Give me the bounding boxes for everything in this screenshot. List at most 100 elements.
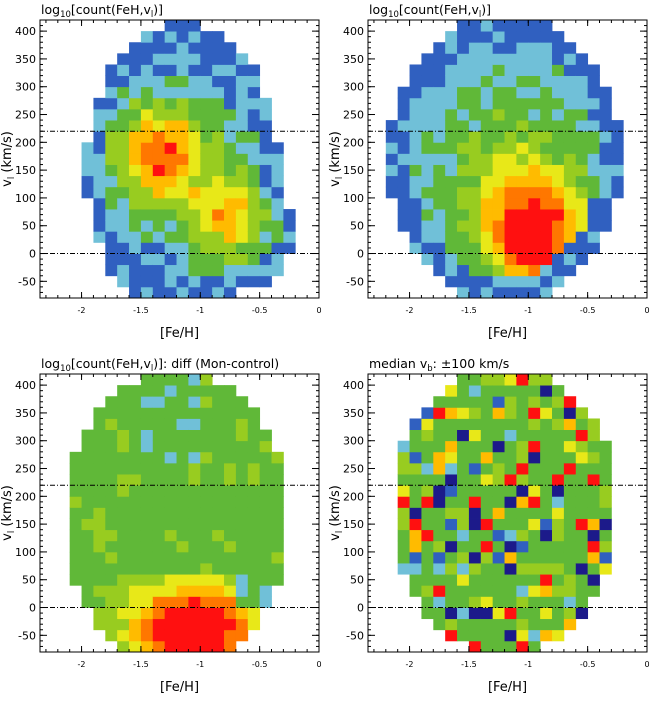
heatmap-cell bbox=[492, 97, 505, 110]
heatmap-cell bbox=[283, 220, 296, 232]
heatmap-cell bbox=[235, 429, 249, 442]
heatmap-cell bbox=[528, 53, 541, 65]
heatmap-cell bbox=[164, 20, 177, 32]
heatmap-cell bbox=[516, 574, 529, 586]
heatmap-cell bbox=[212, 186, 225, 199]
heatmap-cell bbox=[235, 97, 249, 110]
heatmap-cell bbox=[599, 518, 612, 531]
heatmap-cell bbox=[247, 440, 261, 453]
heatmap-cell bbox=[105, 529, 118, 542]
heatmap-cell bbox=[235, 153, 249, 165]
heatmap-cell bbox=[247, 75, 261, 88]
heatmap-cell bbox=[200, 209, 213, 221]
heatmap-cell bbox=[140, 440, 154, 453]
heatmap-cell bbox=[129, 253, 142, 266]
heatmap-cell bbox=[152, 31, 166, 43]
heatmap-cell bbox=[224, 629, 237, 642]
heatmap-cell bbox=[599, 197, 612, 210]
heatmap-cell bbox=[480, 485, 494, 497]
heatmap-cell bbox=[445, 64, 458, 76]
heatmap-cell bbox=[504, 64, 517, 76]
heatmap-cell bbox=[433, 507, 446, 519]
heatmap-cell bbox=[235, 131, 249, 143]
heatmap-cell bbox=[480, 418, 494, 430]
heatmap-cell bbox=[492, 563, 505, 575]
heatmap-cell bbox=[212, 396, 225, 408]
heatmap-cell bbox=[117, 97, 130, 110]
heatmap-cell bbox=[152, 429, 166, 442]
heatmap-cell bbox=[492, 86, 505, 99]
heatmap-cell bbox=[433, 242, 446, 254]
heatmap-cell bbox=[587, 518, 600, 531]
chart-title: log10[count(FeH,vl)]: diff (Mon-control) bbox=[41, 356, 279, 374]
heatmap-cell bbox=[81, 474, 94, 486]
y-tick-label: -50 bbox=[346, 629, 364, 642]
heatmap-cell bbox=[504, 507, 517, 519]
heatmap-cell bbox=[129, 507, 142, 519]
heatmap-cell bbox=[259, 596, 272, 608]
heatmap-cell bbox=[235, 108, 249, 121]
heatmap-cell bbox=[457, 120, 470, 132]
heatmap-cell bbox=[528, 75, 541, 88]
heatmap-cell bbox=[283, 242, 296, 254]
heatmap-cell bbox=[528, 264, 541, 277]
heatmap-cell bbox=[176, 75, 189, 88]
heatmap-cell bbox=[105, 264, 118, 277]
heatmap-cell bbox=[105, 440, 118, 453]
heatmap-cell bbox=[563, 108, 577, 121]
heatmap-cell bbox=[140, 264, 154, 277]
heatmap-cell bbox=[563, 75, 577, 88]
heatmap-cell bbox=[176, 275, 189, 288]
heatmap-cell bbox=[433, 574, 446, 586]
heatmap-cell bbox=[468, 231, 482, 243]
heatmap-cell bbox=[140, 585, 154, 597]
heatmap-cell bbox=[563, 563, 577, 575]
heatmap-cell bbox=[176, 142, 189, 154]
heatmap-cell bbox=[140, 153, 154, 165]
heatmap-cell bbox=[433, 496, 446, 508]
heatmap-cell bbox=[480, 253, 494, 266]
heatmap-cell bbox=[105, 120, 118, 132]
heatmap-cell bbox=[152, 131, 166, 143]
heatmap-cell bbox=[397, 153, 410, 165]
heatmap-cell bbox=[421, 596, 434, 608]
heatmap-cell bbox=[93, 418, 106, 430]
heatmap-cell bbox=[516, 131, 529, 143]
y-tick-label: 100 bbox=[15, 192, 36, 205]
heatmap-cell bbox=[516, 596, 529, 608]
heatmap-cell bbox=[140, 596, 154, 608]
heatmap-cell bbox=[164, 31, 177, 43]
heatmap-cell bbox=[528, 97, 541, 110]
heatmap-cell bbox=[69, 540, 82, 553]
heatmap-cell bbox=[247, 529, 261, 542]
heatmap-cell bbox=[176, 607, 189, 620]
heatmap-cell bbox=[504, 20, 517, 32]
heatmap-cell bbox=[188, 42, 201, 54]
heatmap-cell bbox=[152, 551, 166, 564]
heatmap-cell bbox=[235, 75, 249, 88]
heatmap-cell bbox=[552, 142, 565, 154]
heatmap-cell bbox=[140, 275, 154, 288]
heatmap-cell bbox=[587, 86, 600, 99]
heatmap-cell bbox=[480, 286, 494, 299]
heatmap-cell bbox=[504, 120, 517, 132]
heatmap-cell bbox=[235, 496, 249, 508]
heatmap-cell bbox=[552, 86, 565, 99]
heatmap-cell bbox=[468, 496, 482, 508]
heatmap-cell bbox=[271, 209, 284, 221]
y-tick-label: 300 bbox=[343, 81, 364, 94]
heatmap-cell bbox=[552, 540, 565, 553]
heatmap-cell bbox=[540, 485, 553, 497]
heatmap-cell bbox=[176, 131, 189, 143]
heatmap-cell bbox=[504, 496, 517, 508]
heatmap-cell bbox=[164, 462, 177, 475]
heatmap-cell bbox=[409, 418, 422, 430]
heatmap-cell bbox=[224, 596, 237, 608]
heatmap-cell bbox=[528, 108, 541, 121]
heatmap-cell bbox=[176, 640, 189, 653]
heatmap-cell bbox=[421, 485, 434, 497]
heatmap-cell bbox=[212, 563, 225, 575]
heatmap-cell bbox=[468, 64, 482, 76]
heatmap-cell bbox=[409, 507, 422, 519]
